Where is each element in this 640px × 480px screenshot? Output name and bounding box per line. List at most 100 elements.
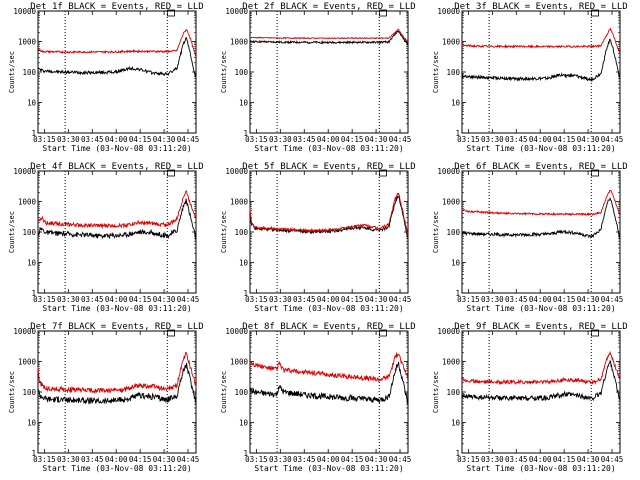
x-tick-label: 04:30: [365, 295, 388, 304]
y-tick-label: 1000: [18, 358, 37, 367]
corner-marker: [379, 9, 387, 17]
y-axis-label: Counts/sec: [432, 371, 440, 413]
y-tick-label: 1000: [230, 198, 249, 207]
x-tick-label: 03:30: [481, 455, 504, 464]
panel-2: Det 2f BLACK = Events, RED = LLD 1 10 100 10…: [220, 2, 416, 153]
x-tick-label: 03:30: [57, 295, 80, 304]
x-tick-label: 03:30: [269, 135, 292, 144]
panel-5: Det 5f BLACK = Events, RED = LLD 1 10 100 10…: [220, 162, 416, 313]
y-tick-label: 10: [239, 419, 249, 428]
panel-4: Det 4f BLACK = Events, RED = LLD 1 10 100 10…: [8, 162, 204, 313]
y-tick-label: 1000: [230, 358, 249, 367]
y-axis-label: Counts/sec: [220, 371, 228, 413]
y-tick-label: 1000: [18, 198, 37, 207]
y-tick-label: 10: [27, 259, 37, 268]
y-tick-label: 100: [446, 68, 460, 77]
y-axis-label: Counts/sec: [8, 371, 16, 413]
x-tick-label: 04:00: [529, 455, 552, 464]
series-events-line: [249, 361, 409, 406]
y-axis-label: Counts/sec: [220, 211, 228, 253]
y-tick-label: 100: [22, 388, 36, 397]
x-tick-label: 03:15: [33, 455, 56, 464]
y-tick-label: 10: [239, 259, 249, 268]
y-axis-label: Counts/sec: [432, 51, 440, 93]
x-tick-label: 03:15: [457, 295, 480, 304]
x-axis-label: Start Time (03-Nov-08 03:11:20): [254, 144, 403, 153]
plot-frame: [461, 170, 621, 294]
y-tick-label: 1: [31, 129, 36, 138]
y-tick-label: 100: [446, 388, 460, 397]
corner-marker: [591, 329, 599, 337]
panel-title: Det 9f BLACK = Events, RED = LLD: [454, 322, 627, 332]
x-tick-label: 04:45: [177, 295, 200, 304]
y-tick-label: 100: [234, 228, 248, 237]
corner-marker: [379, 169, 387, 177]
x-axis-label: Start Time (03-Nov-08 03:11:20): [466, 144, 615, 153]
x-tick-label: 03:45: [293, 135, 316, 144]
series-events-line: [37, 362, 197, 406]
x-tick-label: 04:30: [365, 135, 388, 144]
x-tick-label: 04:00: [105, 135, 128, 144]
x-tick-label: 04:15: [129, 295, 152, 304]
x-tick-label: 04:45: [177, 455, 200, 464]
x-tick-label: 03:45: [81, 135, 104, 144]
y-tick-label: 100: [234, 68, 248, 77]
x-tick-label: 04:15: [341, 295, 364, 304]
y-tick-label: 1: [455, 449, 460, 458]
panel-title: Det 8f BLACK = Events, RED = LLD: [242, 322, 415, 332]
plot-frame: [461, 330, 621, 454]
x-tick-label: 03:30: [269, 455, 292, 464]
y-tick-label: 10000: [13, 7, 36, 16]
panel-title: Det 2f BLACK = Events, RED = LLD: [242, 2, 415, 12]
series-lld-line: [461, 350, 621, 386]
y-tick-label: 10000: [437, 327, 460, 336]
y-tick-label: 10: [451, 99, 461, 108]
series-events-line: [461, 359, 621, 402]
corner-marker: [379, 329, 387, 337]
x-tick-label: 04:00: [529, 295, 552, 304]
x-tick-label: 03:30: [269, 295, 292, 304]
x-tick-label: 04:15: [341, 455, 364, 464]
series-lld-line: [461, 27, 621, 54]
x-tick-label: 03:45: [81, 295, 104, 304]
x-tick-label: 04:30: [153, 135, 176, 144]
y-tick-label: 1000: [442, 38, 461, 47]
panel-9: Det 9f BLACK = Events, RED = LLD 1 10 100 10…: [432, 322, 628, 473]
x-tick-label: 03:45: [293, 295, 316, 304]
x-tick-label: 03:30: [481, 295, 504, 304]
plot-frame: [249, 330, 409, 454]
y-axis-label: Counts/sec: [220, 51, 228, 93]
x-tick-label: 04:45: [177, 135, 200, 144]
x-tick-label: 03:45: [505, 295, 528, 304]
x-tick-label: 03:15: [245, 295, 268, 304]
y-tick-label: 1: [31, 289, 36, 298]
panel-title: Det 6f BLACK = Events, RED = LLD: [454, 162, 627, 172]
x-tick-label: 03:15: [457, 135, 480, 144]
x-tick-label: 04:45: [601, 135, 624, 144]
y-tick-label: 1: [455, 289, 460, 298]
x-tick-label: 03:30: [57, 455, 80, 464]
y-tick-label: 10: [27, 99, 37, 108]
y-tick-label: 1000: [442, 358, 461, 367]
x-tick-label: 04:00: [317, 455, 340, 464]
corner-marker: [167, 9, 175, 17]
y-tick-label: 1: [243, 129, 248, 138]
x-tick-label: 03:15: [457, 455, 480, 464]
panel-title: Det 4f BLACK = Events, RED = LLD: [30, 162, 203, 172]
x-tick-label: 04:15: [341, 135, 364, 144]
series-events-line: [249, 195, 409, 240]
series-lld-line: [461, 189, 621, 217]
y-axis-label: Counts/sec: [8, 51, 16, 93]
x-tick-label: 03:45: [293, 455, 316, 464]
corner-marker: [591, 9, 599, 17]
x-tick-label: 04:15: [129, 455, 152, 464]
y-tick-label: 10000: [13, 167, 36, 176]
x-tick-label: 04:15: [129, 135, 152, 144]
panel-1: Det 1f BLACK = Events, RED = LLD 1 10 100 10…: [8, 2, 204, 153]
panel-8: Det 8f BLACK = Events, RED = LLD 1 10 100 10…: [220, 322, 416, 473]
x-axis-label: Start Time (03-Nov-08 03:11:20): [42, 144, 191, 153]
y-tick-label: 100: [22, 68, 36, 77]
series-lld-line: [249, 28, 409, 43]
y-tick-label: 1000: [442, 198, 461, 207]
y-tick-label: 10000: [225, 167, 248, 176]
